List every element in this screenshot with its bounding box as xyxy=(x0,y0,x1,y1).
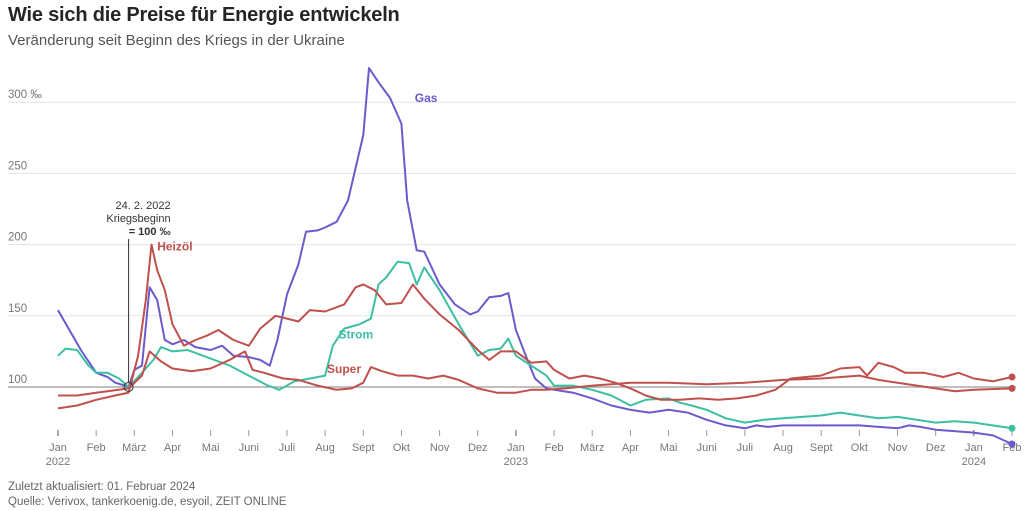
x-tick-label: Nov xyxy=(430,442,450,454)
end-marker-strom xyxy=(1008,424,1016,432)
x-tick-year-label: 2022 xyxy=(46,456,70,468)
war-start-annotation: 24. 2. 2022 Kriegsbeginn = 100 ‰ xyxy=(106,200,171,392)
updated-note: Zuletzt aktualisiert: 01. Februar 2024 xyxy=(8,481,196,493)
series-labels: Gas Strom Heizöl Super xyxy=(157,91,438,376)
x-tick-label: Juni xyxy=(239,442,259,454)
annotation-date: 24. 2. 2022 xyxy=(116,200,171,212)
x-tick-label: Aug xyxy=(773,442,793,454)
x-tick-label: Juli xyxy=(737,442,754,454)
series-label-gas: Gas xyxy=(415,91,438,105)
x-tick-label: Jan xyxy=(49,442,67,454)
x-tick-label: Mai xyxy=(660,442,678,454)
end-marker-heizoel xyxy=(1008,373,1016,381)
y-axis: 100 150 200 250 300 ‰ xyxy=(8,89,42,386)
x-tick-label: Feb xyxy=(545,442,564,454)
source-note: Quelle: Verivox, tankerkoenig.de, esyoil… xyxy=(8,496,287,508)
x-tick-label: Okt xyxy=(393,442,410,454)
x-tick-label: Nov xyxy=(888,442,908,454)
y-tick-label: 150 xyxy=(8,303,27,315)
x-tick-year-label: 2024 xyxy=(962,456,986,468)
end-marker-gas xyxy=(1008,440,1016,448)
x-axis: Jan 2022 Feb März Apr Mai Juni Juli Aug Sept Okt No… xyxy=(46,430,1022,468)
series-label-heizoel: Heizöl xyxy=(157,239,192,253)
gridlines xyxy=(8,101,1016,388)
annotation-label: Kriegsbeginn xyxy=(106,213,170,225)
series-label-strom: Strom xyxy=(338,328,373,342)
x-tick-label: Juni xyxy=(697,442,717,454)
x-tick-label: Dez xyxy=(468,442,488,454)
end-marker-super xyxy=(1008,384,1016,392)
x-tick-label: Juli xyxy=(279,442,296,454)
x-tick-label: Sept xyxy=(810,442,833,454)
annotation-value: = 100 ‰ xyxy=(129,226,171,238)
chart-title: Wie sich die Preise für Energie entwicke… xyxy=(8,4,400,26)
annotation-marker xyxy=(123,382,134,392)
y-tick-label: 100 xyxy=(8,374,27,386)
x-tick-label: Jan xyxy=(965,442,983,454)
y-tick-label: 300 ‰ xyxy=(8,89,42,101)
x-tick-label: Apr xyxy=(622,442,639,454)
x-tick-label: Sept xyxy=(352,442,375,454)
series-line-strom xyxy=(57,260,1013,430)
y-tick-label: 250 xyxy=(8,160,27,172)
x-tick-label: Feb xyxy=(1003,442,1022,454)
x-tick-label: Mai xyxy=(202,442,220,454)
x-tick-label: Dez xyxy=(926,442,946,454)
x-tick-label: März xyxy=(580,442,604,454)
chart-subtitle: Veränderung seit Beginn des Kriegs in de… xyxy=(8,32,345,49)
x-tick-year-label: 2023 xyxy=(504,456,528,468)
x-tick-label: Okt xyxy=(851,442,868,454)
x-tick-label: Apr xyxy=(164,442,181,454)
x-tick-label: Aug xyxy=(315,442,335,454)
series-line-gas xyxy=(57,67,1013,445)
x-tick-label: Feb xyxy=(87,442,106,454)
line-chart: 100 150 200 250 300 ‰ Jan 2022 Feb März Apr Mai Ju… xyxy=(8,67,1022,468)
series-line-super xyxy=(58,350,1013,397)
series-label-super: Super xyxy=(327,362,361,376)
x-tick-label: März xyxy=(122,442,146,454)
y-tick-label: 200 xyxy=(8,232,27,244)
series-line-heizoel xyxy=(57,243,1013,410)
series-lines xyxy=(57,67,1016,448)
x-tick-label: Jan xyxy=(507,442,525,454)
